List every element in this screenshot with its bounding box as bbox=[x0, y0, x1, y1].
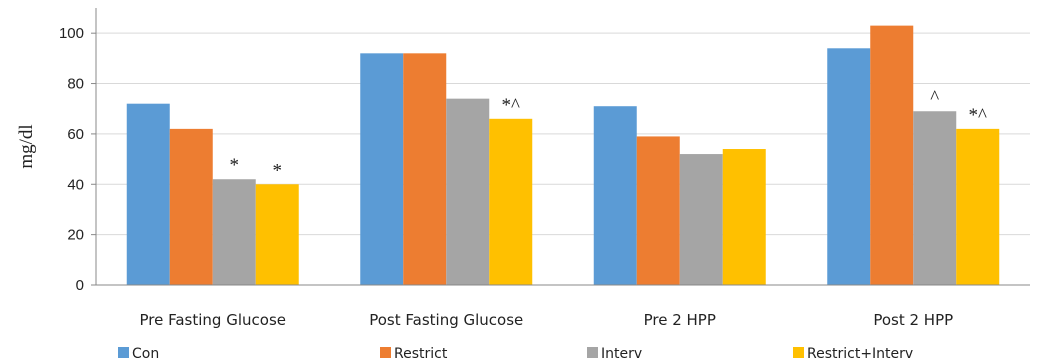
bar-con bbox=[360, 53, 404, 286]
legend-label: Con bbox=[132, 346, 159, 362]
x-category-label: Pre 2 HPP bbox=[644, 311, 716, 329]
legend-swatch bbox=[793, 347, 804, 358]
bar-restrict-interv bbox=[255, 184, 299, 285]
legend-swatch bbox=[587, 347, 598, 358]
y-axis-label: mg/dl bbox=[16, 124, 37, 168]
legend-label: Restrict+Interv bbox=[807, 346, 913, 362]
y-tick-label: 40 bbox=[67, 176, 84, 193]
significance-marker: ^ bbox=[930, 87, 939, 108]
y-tick-label: 100 bbox=[59, 25, 84, 42]
significance-marker: * bbox=[230, 155, 240, 176]
y-tick-label: 20 bbox=[67, 227, 84, 244]
x-axis-categories: Pre Fasting Glucose Post Fasting Glucose P… bbox=[140, 311, 954, 329]
bar-restrict-interv bbox=[956, 128, 1000, 285]
bars bbox=[126, 25, 1000, 286]
bar-restrict bbox=[870, 25, 914, 286]
x-category-label: Pre Fasting Glucose bbox=[140, 311, 286, 329]
y-tick-label: 80 bbox=[67, 76, 84, 93]
bar-con bbox=[827, 48, 871, 285]
x-category-label: Post 2 HPP bbox=[873, 311, 953, 329]
y-tick-label: 60 bbox=[67, 126, 84, 143]
bar-con bbox=[593, 106, 637, 285]
legend-label: Interv bbox=[601, 346, 642, 362]
significance-marker: * bbox=[273, 160, 283, 181]
bar-interv bbox=[913, 111, 957, 285]
annotations: * * *^ ^ *^ bbox=[230, 87, 988, 181]
legend-label: Restrict bbox=[394, 346, 448, 362]
bar-interv bbox=[446, 98, 490, 286]
legend-swatch bbox=[380, 347, 391, 358]
legend-swatch bbox=[118, 347, 129, 358]
y-tick-label: 0 bbox=[76, 277, 84, 294]
bar-restrict bbox=[636, 136, 680, 285]
significance-marker: *^ bbox=[969, 105, 988, 126]
legend: Con Restrict Interv Restrict+Interv bbox=[118, 346, 913, 362]
bar-restrict bbox=[169, 128, 213, 285]
bar-interv bbox=[679, 154, 723, 285]
bar-restrict-interv bbox=[489, 118, 533, 285]
bar-restrict bbox=[403, 53, 447, 286]
bar-restrict-interv bbox=[722, 149, 766, 285]
bar-interv bbox=[212, 179, 256, 285]
significance-marker: *^ bbox=[502, 95, 521, 116]
y-axis-ticks: 0 20 40 60 80 100 bbox=[59, 25, 96, 294]
x-category-label: Post Fasting Glucose bbox=[369, 311, 523, 329]
bar-con bbox=[126, 103, 170, 285]
